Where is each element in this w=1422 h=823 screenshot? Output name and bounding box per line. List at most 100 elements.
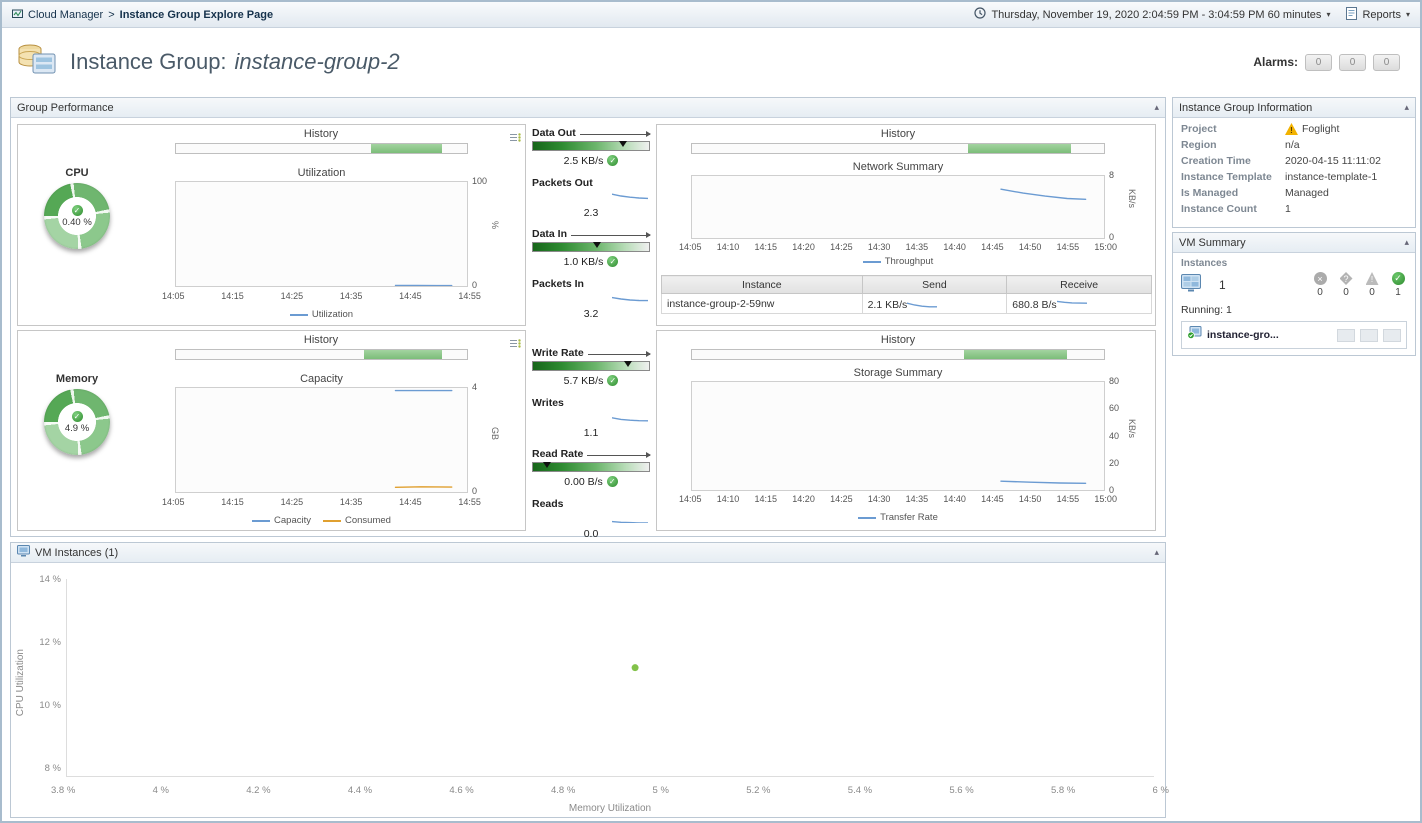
vm-summary-body: Instances 1 × 0 ? 0 ! 0: [1173, 253, 1415, 354]
status-warning[interactable]: ! 0: [1365, 272, 1379, 298]
time-range-label: Thursday, November 19, 2020 2:04:59 PM -…: [991, 8, 1322, 21]
column-header-send[interactable]: Send: [861, 275, 1008, 294]
chart-options-icon[interactable]: [510, 335, 521, 353]
instance-group-information-panel: Instance Group Information ▴ Project ! Fo…: [1172, 97, 1416, 228]
table-row[interactable]: instance-group-2-59nw 2.1 KB/s 680.8 B/s: [661, 293, 1152, 314]
info-value: 2020-04-15 11:11:02: [1285, 155, 1381, 167]
legend-swatch: [862, 260, 881, 263]
x-tick-label: 5.8 %: [1050, 785, 1076, 796]
breadcrumb-current: Instance Group Explore Page: [119, 8, 274, 21]
info-panel-body: Project ! Foglight Region n/a Creation Ti…: [1173, 118, 1415, 220]
collapse-icon[interactable]: ▴: [1404, 102, 1409, 112]
x-tick-label: 4.2 %: [246, 785, 271, 796]
cpu-y-unit: %: [490, 221, 500, 230]
collapse-icon[interactable]: ▴: [1404, 237, 1409, 247]
metric-value: 1.0 KB/s: [563, 255, 604, 268]
page-title: Instance Group: instance-group-2: [70, 49, 400, 75]
memory-history-bar[interactable]: [175, 349, 468, 360]
cpu-gauge[interactable]: ✓ 0.40 %: [44, 183, 110, 249]
chart-options-icon[interactable]: [510, 129, 521, 147]
group-performance-panel: Group Performance ▴ History CPU ✓ 0.40 %…: [10, 97, 1166, 540]
panel-title: Instance Group Information: [1179, 101, 1313, 114]
metric-value: 2.3: [583, 206, 599, 219]
column-header-receive[interactable]: Receive: [1006, 275, 1152, 294]
title-bar: Instance Group: instance-group-2 Alarms:…: [2, 29, 1420, 95]
reads-sparkline[interactable]: [612, 511, 648, 523]
status-critical[interactable]: ? 0: [1339, 272, 1353, 298]
x-tick-label: 14:45: [399, 497, 422, 507]
x-tick-label: 4.4 %: [347, 785, 373, 796]
instances-row: 1 × 0 ? 0 ! 0 ✓ 1: [1181, 272, 1407, 298]
legend-item: Capacity: [252, 515, 311, 526]
reports-menu[interactable]: Reports ▾: [1346, 6, 1410, 23]
storage-history-bar[interactable]: [691, 349, 1105, 360]
write-rate-indicator-bar[interactable]: [532, 361, 650, 371]
cpu-y-ticks: 100 0: [472, 176, 488, 290]
packets-out-sparkline[interactable]: [612, 190, 648, 202]
cpu-history-bar[interactable]: [175, 143, 468, 154]
x-tick-label: 14:30: [867, 494, 891, 504]
fatal-count: 0: [1317, 287, 1323, 298]
x-tick-label: 14:05: [679, 242, 702, 252]
cpu-memory-scatter-chart[interactable]: [66, 579, 1154, 777]
x-tick-label: 14:50: [1018, 494, 1042, 504]
metric-packets-in: Packets In 3.2: [532, 277, 650, 320]
x-tick-label: 14:25: [280, 497, 304, 507]
cpu-x-ticks: 14:05 14:15 14:25 14:35 14:45 14:55: [162, 291, 481, 301]
alarms-summary: Alarms: 0 0 0: [1253, 53, 1406, 71]
panel-title: VM Instances (1): [35, 546, 119, 559]
network-summary-chart[interactable]: [691, 175, 1105, 239]
data-in-indicator-bar[interactable]: [532, 242, 650, 252]
value-marker-icon: [624, 361, 633, 367]
alarm-badge-critical[interactable]: 0: [1339, 53, 1366, 71]
metric-data-in: Data In 1.0 KB/s ✓: [532, 227, 651, 268]
x-tick-label: 5 %: [652, 785, 669, 796]
collapse-icon[interactable]: ▴: [1154, 102, 1159, 112]
top-bar: Cloud Manager > Instance Group Explore P…: [2, 2, 1420, 28]
breadcrumb-cloud-manager[interactable]: Cloud Manager: [28, 8, 104, 21]
metric-read-rate: Read Rate 0.00 B/s ✓: [532, 447, 651, 488]
data-out-indicator-bar[interactable]: [532, 141, 650, 151]
cpu-utilization-chart[interactable]: [175, 181, 468, 287]
packets-in-sparkline[interactable]: [612, 291, 648, 303]
status-fatal[interactable]: × 0: [1313, 272, 1327, 298]
storage-summary-chart[interactable]: [691, 381, 1105, 491]
writes-sparkline[interactable]: [612, 410, 648, 422]
memory-x-ticks: 14:05 14:15 14:25 14:35 14:45 14:55: [162, 497, 481, 507]
memory-capacity-chart[interactable]: [175, 387, 468, 493]
read-rate-indicator-bar[interactable]: [532, 462, 650, 472]
storage-panel: History Storage Summary 80 60 40 20 0 KB/s 1…: [656, 330, 1156, 531]
column-header-instance[interactable]: Instance: [661, 275, 863, 294]
collapse-icon[interactable]: ▴: [1154, 547, 1159, 557]
project-value: Foglight: [1302, 123, 1340, 135]
alarm-badge-warning[interactable]: 0: [1373, 53, 1400, 71]
time-range-selector[interactable]: Thursday, November 19, 2020 2:04:59 PM -…: [974, 7, 1330, 22]
vm-list-item[interactable]: instance-gro...: [1182, 322, 1406, 348]
x-tick-label: 14:45: [981, 494, 1004, 504]
y-tick-label: 8: [1109, 170, 1115, 180]
memory-gauge[interactable]: ✓ 4.9 %: [44, 389, 110, 455]
cpu-chart-title: Utilization: [297, 167, 346, 179]
cell-send: 2.1 KB/s: [868, 299, 938, 311]
memory-history-fill: [363, 350, 443, 359]
info-value: instance-template-1: [1285, 171, 1378, 183]
info-row-region: Region n/a: [1173, 137, 1415, 153]
vm-list: instance-gro...: [1181, 321, 1407, 349]
alarm-badge-fatal[interactable]: 0: [1305, 53, 1332, 71]
vm-instances-panel: VM Instances (1) ▴ CPU Utilization 14 % 1…: [10, 542, 1169, 818]
status-normal[interactable]: ✓ 1: [1391, 272, 1405, 298]
legend-swatch: [252, 519, 271, 522]
receive-value: 680.8 B/s: [1012, 299, 1057, 311]
y-tick-label: 4: [472, 382, 478, 392]
send-sparkline: [906, 302, 938, 308]
y-tick-label: 100: [472, 176, 488, 186]
info-value: ! Foglight: [1285, 123, 1339, 135]
group-performance-body: History CPU ✓ 0.40 % Utilization 100 0 % …: [11, 118, 1165, 540]
network-history-bar[interactable]: [691, 143, 1105, 154]
critical-icon: ?: [1339, 272, 1353, 285]
status-ok-icon: ✓: [606, 476, 618, 487]
x-tick-label: 14:35: [905, 494, 929, 504]
metric-label: Write Rate: [532, 346, 584, 359]
metric-data-out: Data Out 2.5 KB/s ✓: [532, 126, 652, 167]
